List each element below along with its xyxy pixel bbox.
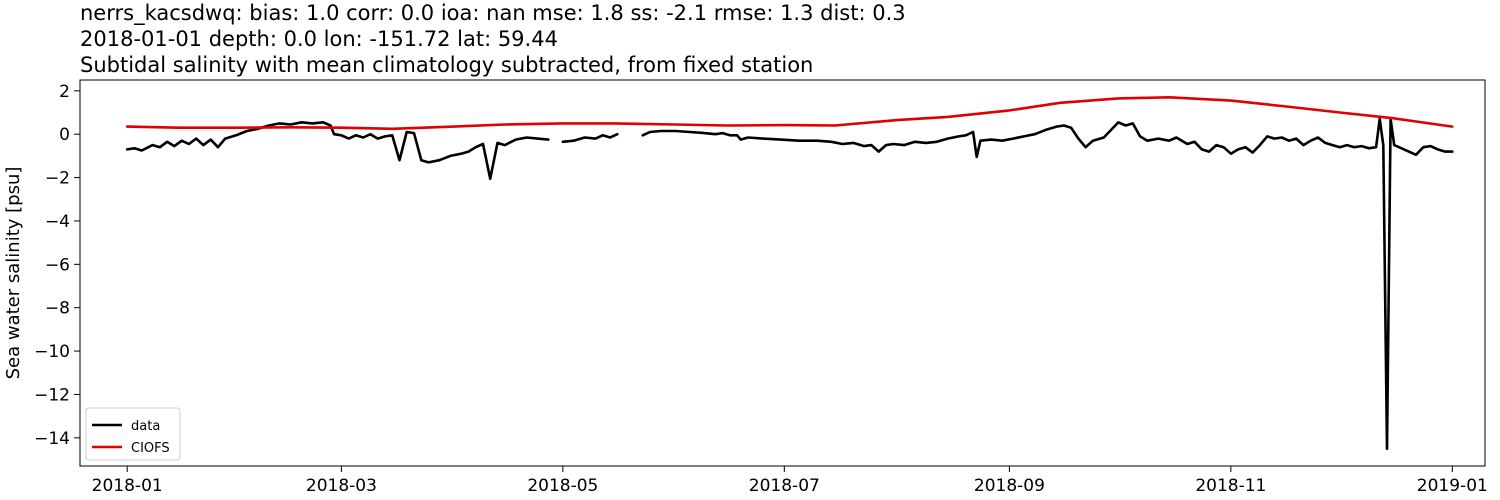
y-tick-label: −14 (34, 429, 70, 449)
legend-label-data: data (131, 419, 160, 434)
legend: data CIOFS (85, 407, 181, 461)
y-axis-ticks: 2 0 −2 −4 −6 −8 −10 −12 −14 (34, 82, 80, 449)
y-tick-label: −12 (34, 385, 70, 405)
legend-label-ciofs: CIOFS (131, 441, 170, 456)
y-tick-label: 0 (59, 125, 70, 145)
series-line-data (641, 117, 1454, 451)
x-tick-label: 2018-05 (527, 476, 598, 496)
y-tick-label: −4 (45, 212, 70, 232)
x-tick-label: 2018-03 (306, 476, 377, 496)
x-tick-label: 2018-11 (1195, 476, 1266, 496)
chart-title: Subtidal salinity with mean climatology … (80, 53, 814, 77)
title-block: nerrs_kacsdwq: bias: 1.0 corr: 0.0 ioa: … (80, 0, 1480, 78)
x-tick-label: 2018-01 (92, 476, 163, 496)
y-tick-label: −8 (45, 299, 70, 319)
series-line-data (125, 121, 550, 180)
x-tick-label: 2018-07 (749, 476, 820, 496)
stats-title: nerrs_kacsdwq: bias: 1.0 corr: 0.0 ioa: … (80, 1, 906, 25)
plot-area-frame (79, 79, 1486, 467)
series-layer (125, 96, 1454, 451)
station-title: 2018-01-01 depth: 0.0 lon: -151.72 lat: … (80, 27, 558, 51)
y-tick-label: −10 (34, 342, 70, 362)
series-line-data (561, 132, 619, 144)
y-tick-label: −2 (45, 169, 70, 189)
series-line-ciofs (125, 96, 1454, 131)
x-tick-label: 2019-01 (1417, 476, 1488, 496)
y-tick-label: −6 (45, 255, 70, 275)
y-axis-label: Sea water salinity [psu] (3, 167, 24, 380)
x-tick-label: 2018-09 (974, 476, 1045, 496)
x-axis-ticks: 2018-01 2018-03 2018-05 2018-07 2018-09 2018-… (92, 466, 1488, 496)
y-tick-label: 2 (59, 82, 70, 102)
